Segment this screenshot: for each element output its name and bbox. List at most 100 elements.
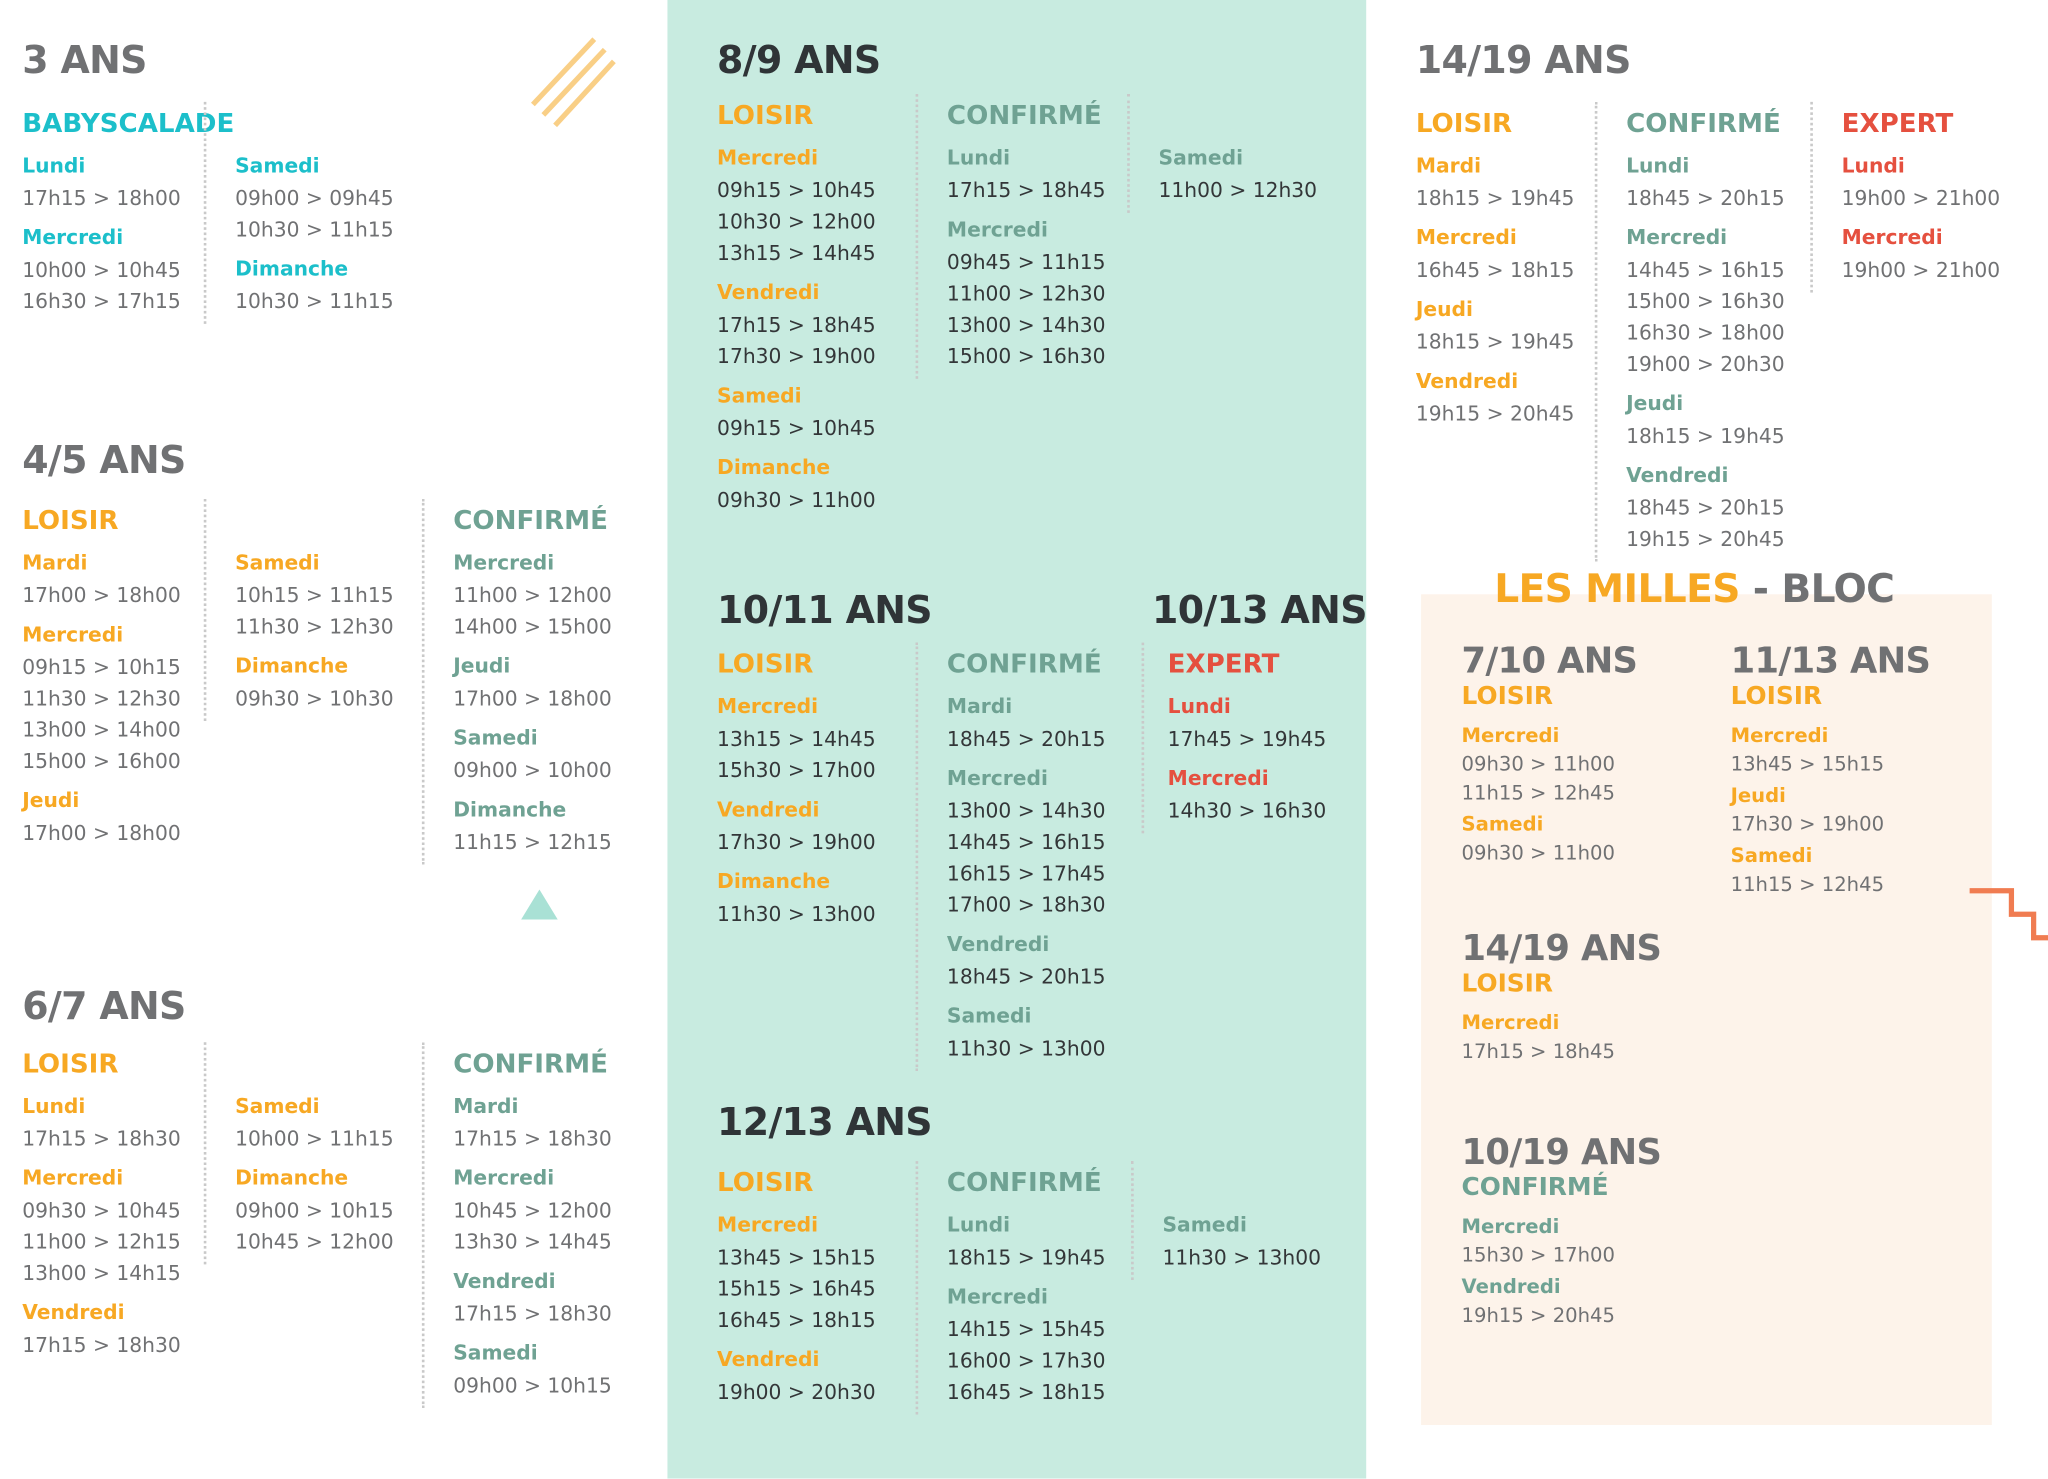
day-label: Dimanche <box>235 257 349 281</box>
age-title: 8/9 ANS <box>717 37 881 83</box>
day-label: Jeudi <box>1626 391 1684 416</box>
time-slot: 11h30 > 13h00 <box>717 902 876 927</box>
time-slot: 14h00 > 15h00 <box>453 615 612 639</box>
time-slot: 13h00 > 14h30 <box>946 799 1106 823</box>
day-label: Dimanche <box>235 1166 349 1190</box>
separator <box>915 642 919 1072</box>
day-label: Mercredi <box>453 1166 555 1190</box>
time-slot: 19h00 > 20h30 <box>1626 352 1785 377</box>
triangle <box>521 889 558 920</box>
time-slot: 13h15 > 14h45 <box>717 727 876 752</box>
day-label: Mercredi <box>1461 1010 1560 1035</box>
time-slot: 10h15 > 11h15 <box>235 583 394 608</box>
level-label: CONFIRMÉ <box>946 99 1102 131</box>
separator <box>421 1042 425 1408</box>
age-title: 4/5 ANS <box>22 437 186 482</box>
time-slot: 17h00 > 18h30 <box>946 893 1106 917</box>
time-slot: 13h45 > 15h15 <box>717 1246 876 1270</box>
day-label: Mardi <box>453 1094 519 1119</box>
day-label: Vendredi <box>1626 463 1729 488</box>
day-label: Dimanche <box>453 798 567 822</box>
time-slot: 10h45 > 12h00 <box>235 1230 394 1254</box>
time-slot: 10h30 > 11h15 <box>235 218 394 242</box>
level-label: LOISIR <box>717 647 814 680</box>
time-slot: 09h30 > 11h00 <box>717 488 876 512</box>
age-title: 12/13 ANS <box>717 1099 933 1145</box>
time-slot: 16h45 > 18h15 <box>717 1308 876 1333</box>
time-slot: 13h30 > 14h45 <box>453 1230 612 1254</box>
time-slot: 13h00 > 14h00 <box>22 718 181 742</box>
time-slot: 11h00 > 12h15 <box>22 1230 181 1254</box>
day-label: Mercredi <box>1626 225 1728 250</box>
time-slot: 10h00 > 10h45 <box>22 258 181 283</box>
time-slot: 09h00 > 09h45 <box>235 186 394 211</box>
level-label: LOISIR <box>22 1047 119 1079</box>
time-slot: 18h45 > 20h15 <box>946 965 1106 989</box>
day-label: Lundi <box>946 146 1011 170</box>
time-slot: 17h30 > 19h00 <box>717 830 876 855</box>
day-label: Samedi <box>1158 146 1244 170</box>
time-slot: 15h15 > 16h45 <box>717 1277 876 1301</box>
age-title: 11/13 ANS <box>1730 641 1931 682</box>
day-label: Samedi <box>1730 843 1813 868</box>
level-label: LOISIR <box>1415 107 1513 139</box>
bloc-panel <box>1421 594 1992 1425</box>
level-label: CONFIRMÉ <box>1461 1172 1609 1202</box>
time-slot: 13h00 > 14h30 <box>946 313 1106 337</box>
time-slot: 19h15 > 20h45 <box>1626 527 1785 552</box>
time-slot: 14h45 > 16h15 <box>946 830 1106 855</box>
time-slot: 19h00 > 21h00 <box>1841 258 2001 283</box>
level-label: CONFIRMÉ <box>1626 107 1781 139</box>
time-slot: 17h15 > 18h30 <box>453 1302 612 1326</box>
time-slot: 17h15 > 18h00 <box>22 186 181 211</box>
separator <box>915 1161 919 1415</box>
level-label: BABYSCALADE <box>22 107 235 139</box>
separator <box>915 94 919 379</box>
time-slot: 15h00 > 16h30 <box>946 344 1106 369</box>
level-label: CONFIRMÉ <box>946 647 1102 680</box>
day-label: Samedi <box>717 383 802 408</box>
time-slot: 15h30 > 17h00 <box>717 758 876 783</box>
level-label: CONFIRMÉ <box>453 1047 608 1079</box>
time-slot: 11h15 > 12h15 <box>453 830 612 855</box>
level-label: LOISIR <box>1461 969 1554 998</box>
time-slot: 09h00 > 10h15 <box>235 1199 394 1223</box>
time-slot: 09h30 > 10h45 <box>22 1199 181 1223</box>
day-label: Lundi <box>946 1213 1011 1237</box>
day-label: Dimanche <box>235 654 349 678</box>
day-label: Vendredi <box>1461 1274 1561 1299</box>
time-slot: 17h15 > 18h45 <box>1461 1039 1615 1064</box>
time-slot: 13h15 > 14h45 <box>717 241 876 266</box>
day-label: Mercredi <box>22 623 124 647</box>
day-label: Vendredi <box>946 932 1050 957</box>
day-label: Mercredi <box>1461 1214 1560 1239</box>
time-slot: 11h30 > 13h00 <box>946 1037 1106 1061</box>
time-slot: 09h00 > 10h15 <box>453 1374 612 1398</box>
time-slot: 16h30 > 18h00 <box>1626 321 1785 345</box>
time-slot: 11h15 > 12h45 <box>1461 781 1615 805</box>
day-label: Mercredi <box>717 694 819 719</box>
level-label: LOISIR <box>1730 681 1823 711</box>
day-label: Vendredi <box>717 1347 820 1372</box>
day-label: Mercredi <box>1730 723 1829 748</box>
day-label: Lundi <box>1626 154 1690 178</box>
day-label: Lundi <box>22 1094 86 1119</box>
day-label: Samedi <box>235 154 320 178</box>
time-slot: 18h45 > 20h15 <box>946 727 1106 752</box>
time-slot: 18h15 > 19h45 <box>1415 330 1575 354</box>
stripes <box>530 37 616 128</box>
time-slot: 10h30 > 12h00 <box>717 210 876 234</box>
time-slot: 17h30 > 19h00 <box>717 344 876 369</box>
time-slot: 19h00 > 21h00 <box>1841 186 2001 211</box>
day-label: Jeudi <box>22 788 80 813</box>
day-label: Jeudi <box>453 654 511 678</box>
time-slot: 17h00 > 18h00 <box>22 821 181 846</box>
day-label: Vendredi <box>1415 369 1519 394</box>
day-label: Mercredi <box>1841 225 1943 250</box>
separator <box>203 101 207 324</box>
day-label: Vendredi <box>453 1269 556 1294</box>
time-slot: 17h15 > 18h45 <box>717 313 876 337</box>
level-label: LOISIR <box>717 1166 814 1198</box>
day-label: Mercredi <box>22 225 124 250</box>
level-label: LOISIR <box>1461 681 1554 711</box>
